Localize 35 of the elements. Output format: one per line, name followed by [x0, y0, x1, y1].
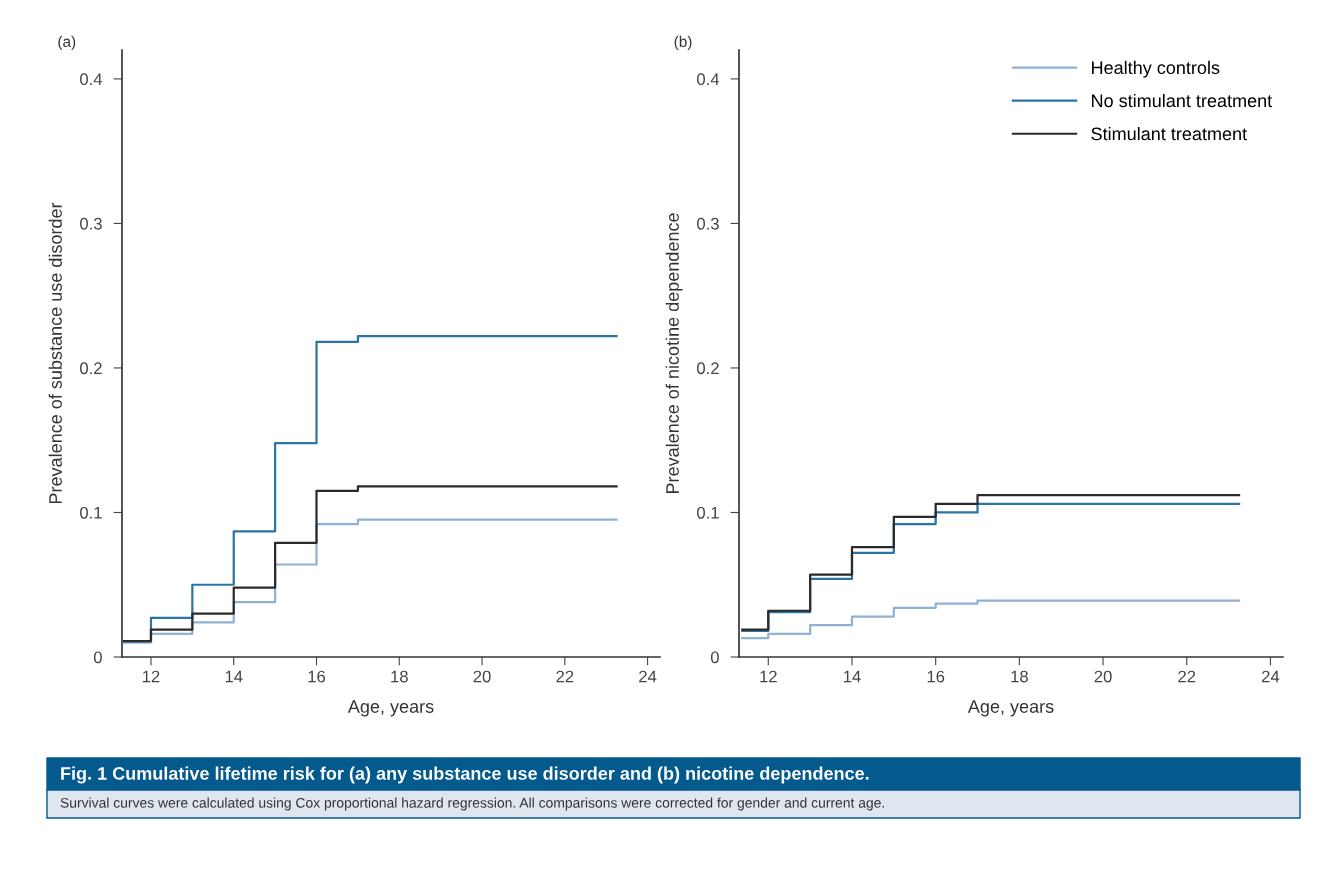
x-axis-title: Age, years	[967, 700, 1054, 717]
x-tick-label: 22	[1178, 670, 1196, 683]
x-tick-label: 16	[927, 670, 945, 683]
y-tick-label: 0.1	[80, 506, 102, 519]
x-tick-label: 22	[556, 670, 574, 683]
legend-label: No stimulant treatment	[1092, 93, 1273, 108]
x-axis-title: Age, years	[347, 700, 434, 717]
x-tick-label: 14	[225, 670, 243, 683]
x-tick-label: 14	[843, 670, 861, 683]
x-tick-label: 12	[142, 670, 160, 683]
y-tick-label: 0.2	[80, 362, 102, 375]
y-tick-label: 0.3	[80, 217, 102, 230]
caption: Fig. 1 Cumulative lifetime risk for (a) any substance use disorder and (b) nicotine dependence.	[61, 766, 869, 784]
y-tick-label: 0.4	[697, 73, 720, 86]
x-tick-label: 18	[391, 670, 408, 683]
y-axis-title: Prevalence of substance use disorder	[48, 202, 62, 504]
x-tick-label: 12	[760, 670, 777, 683]
legend-label: Healthy controls	[1092, 60, 1220, 78]
y-axis-title: Prevalence of nicotine dependence	[665, 213, 683, 494]
legend-label: Stimulant treatment	[1091, 127, 1247, 141]
x-tick-label: 20	[1094, 670, 1112, 683]
y-tick-label: 0	[93, 651, 102, 664]
chart-title: (a)	[58, 35, 76, 50]
y-tick-label: 0.1	[697, 506, 719, 519]
x-tick-label: 20	[473, 670, 491, 683]
y-tick-label: 0.2	[697, 362, 719, 375]
y-tick-label: 0.3	[697, 217, 719, 230]
x-tick-label: 18	[1011, 670, 1028, 683]
y-tick-label: 0.4	[80, 73, 103, 86]
chart-title: (b)	[674, 35, 692, 50]
x-tick-label: 24	[639, 670, 657, 683]
y-tick-label: 0	[710, 651, 719, 664]
x-tick-label: 16	[308, 670, 326, 683]
text: Survival curves were calculated using Cox proportional hazard regression. All comparisons were corrected for gender and current age.	[60, 797, 884, 811]
x-tick-label: 24	[1262, 670, 1280, 683]
